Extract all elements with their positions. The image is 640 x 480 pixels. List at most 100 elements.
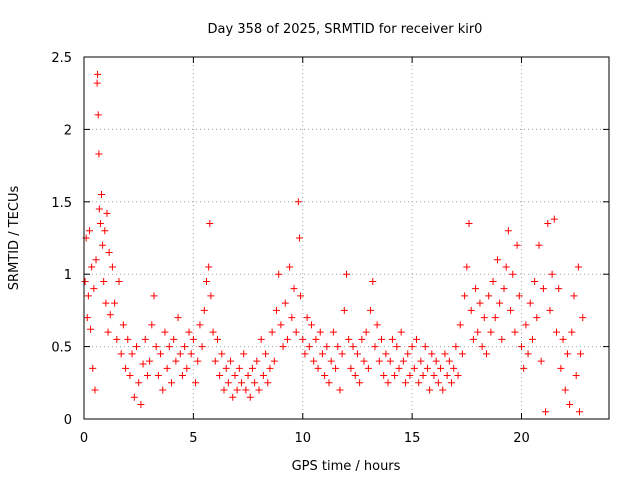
plot-frame	[83, 56, 610, 420]
data-point	[373, 321, 381, 329]
data-point	[233, 386, 241, 394]
data-point	[327, 357, 335, 365]
data-point	[318, 350, 326, 358]
data-point	[546, 306, 554, 314]
data-point	[448, 379, 455, 387]
data-point	[83, 314, 91, 322]
data-point	[203, 277, 210, 285]
x-tick-label: 5	[189, 431, 197, 446]
y-tick-label: 2.5	[51, 51, 72, 66]
y-tick-label: 1	[64, 268, 72, 283]
data-point	[439, 386, 447, 394]
data-point	[297, 292, 305, 300]
data-point	[491, 314, 499, 322]
data-point	[515, 292, 523, 300]
data-point	[504, 227, 512, 235]
data-point	[340, 306, 348, 314]
data-point	[213, 335, 221, 343]
data-point	[299, 335, 307, 343]
data-point	[456, 321, 464, 329]
x-axis-title: GPS time / hours	[292, 459, 401, 474]
data-point	[369, 277, 377, 285]
data-point	[380, 372, 388, 380]
data-point	[393, 343, 401, 351]
x-tick-label: 10	[294, 431, 311, 446]
data-point	[104, 328, 112, 336]
data-point	[498, 335, 506, 343]
data-point	[423, 364, 431, 372]
data-point	[458, 350, 466, 358]
data-point	[192, 379, 200, 387]
data-point	[305, 343, 313, 351]
data-point	[535, 241, 543, 249]
data-point	[445, 357, 453, 365]
data-point	[176, 350, 184, 358]
data-point	[570, 292, 578, 300]
data-point	[437, 364, 445, 372]
data-point	[301, 350, 309, 358]
data-point	[539, 285, 547, 293]
data-point	[95, 205, 103, 213]
data-point	[255, 386, 263, 394]
data-point	[432, 357, 440, 365]
data-point	[81, 277, 89, 285]
data-point	[310, 357, 318, 365]
x-tick-label: 15	[404, 431, 421, 446]
data-point	[216, 372, 224, 380]
data-point	[463, 263, 471, 271]
data-point	[96, 220, 104, 228]
data-point	[181, 343, 189, 351]
data-point	[143, 372, 151, 380]
data-point	[489, 277, 497, 285]
data-point	[397, 328, 405, 336]
data-point	[248, 364, 256, 372]
data-point	[139, 360, 147, 368]
data-point	[533, 314, 541, 322]
data-point	[362, 328, 370, 336]
data-point	[563, 350, 571, 358]
data-point	[568, 328, 576, 336]
data-point	[509, 270, 517, 278]
data-point	[417, 357, 425, 365]
data-point	[268, 328, 276, 336]
data-point	[356, 379, 364, 387]
y-tick-label: 0	[64, 413, 72, 428]
data-point	[544, 220, 552, 228]
data-point	[88, 263, 96, 271]
data-point	[146, 357, 154, 365]
data-point	[395, 364, 403, 372]
data-point	[579, 314, 587, 322]
data-point	[450, 364, 458, 372]
data-point	[371, 343, 379, 351]
data-point	[513, 241, 521, 249]
data-point	[172, 357, 180, 365]
data-point	[472, 285, 480, 293]
data-point	[474, 328, 482, 336]
data-point	[168, 379, 175, 387]
data-point	[115, 277, 123, 285]
data-point	[108, 263, 116, 271]
data-point	[207, 292, 215, 300]
data-point	[334, 343, 342, 351]
data-point	[152, 343, 160, 351]
data-point	[404, 350, 412, 358]
data-point	[183, 364, 191, 372]
data-point	[419, 372, 427, 380]
data-point	[364, 364, 372, 372]
data-point	[106, 311, 114, 319]
data-point	[476, 299, 484, 307]
data-points	[81, 70, 587, 416]
data-point	[452, 343, 460, 351]
data-point	[312, 335, 320, 343]
data-point	[443, 372, 451, 380]
data-point	[102, 299, 110, 307]
data-point	[408, 343, 416, 351]
data-point	[321, 372, 329, 380]
data-point	[575, 408, 583, 416]
data-point	[467, 306, 475, 314]
data-point	[303, 314, 311, 322]
data-point	[410, 364, 418, 372]
data-point	[130, 393, 138, 401]
data-point	[572, 372, 580, 380]
data-point	[314, 364, 322, 372]
